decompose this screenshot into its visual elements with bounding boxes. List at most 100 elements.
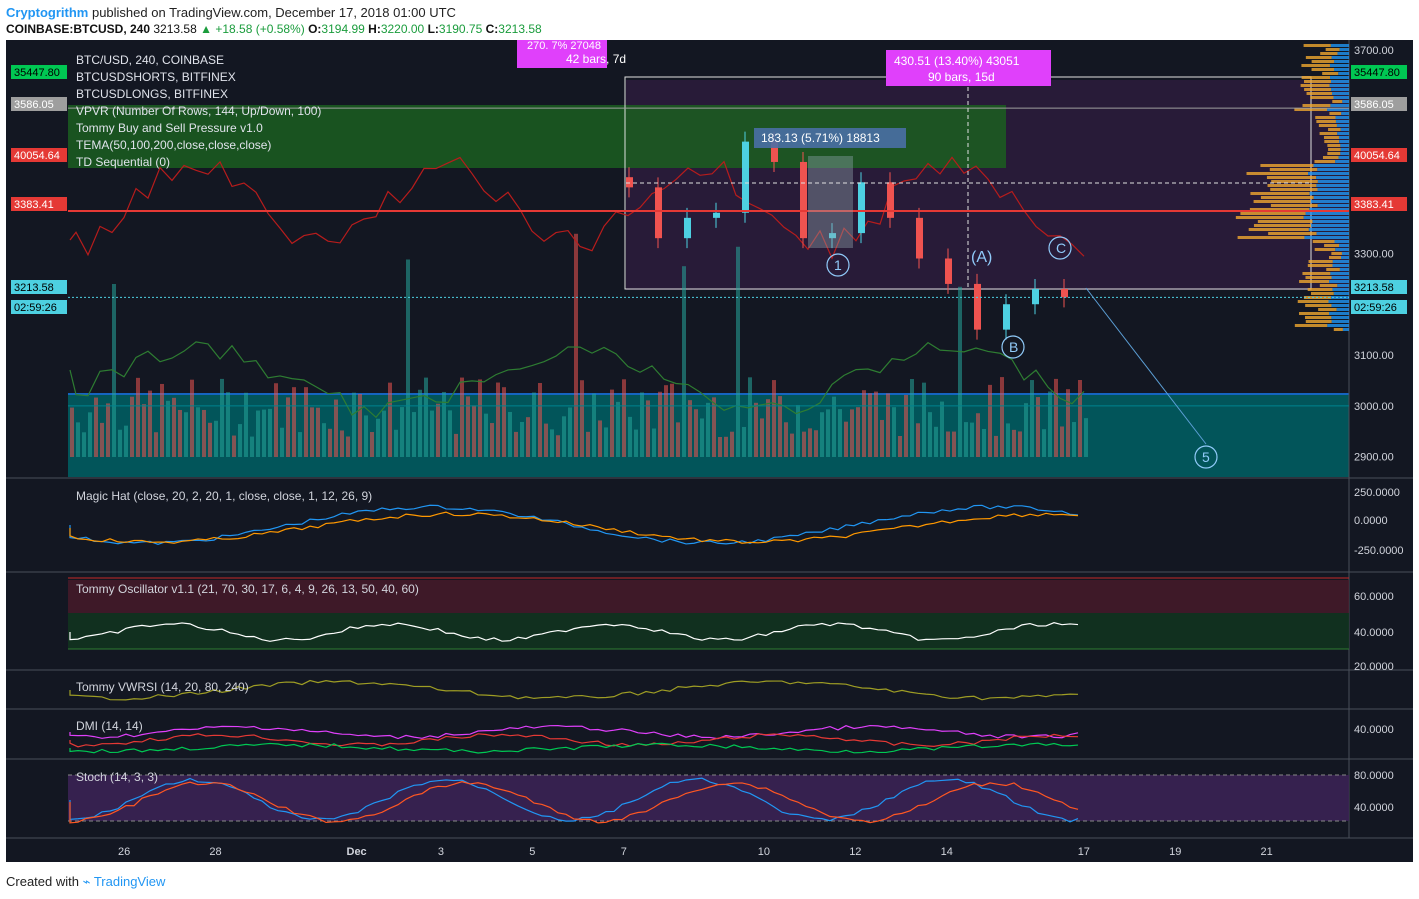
profile-bar	[1310, 96, 1334, 99]
legend-item: TD Sequential (0)	[76, 155, 170, 169]
wave-b-circle	[1001, 335, 1025, 359]
volume-bar	[136, 377, 140, 457]
volume-bar	[670, 383, 674, 457]
volume-bar	[844, 421, 848, 457]
profile-bar	[1318, 124, 1337, 127]
profile-bar	[1309, 208, 1349, 211]
volume-bar	[898, 435, 902, 457]
volume-bar	[1024, 403, 1028, 457]
author-link[interactable]: Cryptogrithm	[6, 5, 89, 20]
volume-bar	[586, 431, 590, 457]
volume-bar	[658, 391, 662, 457]
volume-bar	[574, 233, 578, 457]
volume-bar	[304, 387, 308, 457]
price-label: 3213.58	[1354, 282, 1394, 294]
volume-bar	[406, 259, 410, 457]
profile-bar	[1235, 216, 1304, 219]
volume-bar	[460, 377, 464, 457]
y-tick-label: 3300.00	[1354, 248, 1394, 260]
profile-bar	[1320, 52, 1338, 55]
price-label-bg	[1351, 280, 1407, 294]
volume-bar	[88, 412, 92, 457]
footer-created: Created with	[6, 874, 79, 889]
profile-bar	[1299, 280, 1330, 283]
volume-bar	[370, 432, 374, 457]
profile-bar	[1330, 104, 1349, 107]
profile-bar	[1294, 324, 1328, 327]
profile-bar	[1303, 216, 1349, 219]
volume-bar	[298, 432, 302, 457]
volume-bar	[538, 382, 542, 457]
x-tick-label: 5	[529, 846, 535, 858]
volume-bar	[904, 394, 908, 457]
tommy-osc-tick: 40.0000	[1354, 627, 1394, 639]
volume-bar	[880, 419, 884, 457]
volume-bar	[160, 383, 164, 457]
volume-bar	[652, 428, 656, 457]
profile-bar	[1327, 152, 1341, 155]
volume-bar	[742, 426, 746, 457]
wave-a: (A)	[971, 249, 992, 266]
volume-bar	[910, 379, 914, 457]
dmi-plus	[69, 724, 1079, 740]
profile-bar	[1303, 80, 1331, 83]
volume-bar	[442, 391, 446, 457]
volume-bar	[178, 409, 182, 457]
profile-bar	[1316, 176, 1349, 179]
footer-brand[interactable]: TradingView	[93, 874, 166, 889]
volume-bar	[940, 401, 944, 457]
profile-bar	[1339, 268, 1349, 271]
profile-bar	[1253, 224, 1311, 227]
volume-bar	[352, 392, 356, 457]
wave-5: 5	[1202, 449, 1210, 465]
open-value: 3194.99	[321, 22, 365, 36]
volume-bar	[766, 399, 770, 457]
volume-bar	[376, 418, 380, 457]
volume-bar	[520, 421, 524, 457]
x-tick-label: 12	[849, 846, 861, 858]
volume-bar	[502, 387, 506, 457]
chart-area[interactable]: Magic Hat (close, 20, 2, 20, 1, close, c…	[6, 40, 1413, 862]
box-label-partial: 270. 7% 27048	[527, 40, 601, 52]
volume-bar	[142, 404, 146, 457]
price-label-left-bg	[11, 300, 67, 314]
profile-bar	[1302, 272, 1331, 275]
profile-bar	[1260, 196, 1314, 199]
legend-item: Tommy Buy and Sell Pressure v1.0	[76, 121, 263, 135]
candle-body	[771, 141, 778, 162]
volume-bar	[496, 382, 500, 457]
volume-bar	[454, 433, 458, 457]
profile-bar	[1297, 300, 1329, 303]
price-label-bg	[1351, 148, 1407, 162]
tommy-osc-tick: 60.0000	[1354, 591, 1394, 603]
volume-bar	[148, 390, 152, 457]
volume-bar	[808, 428, 812, 457]
volume-bar	[784, 422, 788, 457]
profile-bar	[1330, 44, 1349, 47]
volume-bar	[838, 409, 842, 457]
profile-bar	[1342, 100, 1349, 103]
profile-bar	[1338, 72, 1349, 75]
publish-info: published on TradingView.com, December 1…	[91, 5, 456, 20]
volume-bar	[250, 436, 254, 457]
volume-bar	[1012, 429, 1016, 457]
profile-bar	[1342, 328, 1349, 331]
low-value: 3190.75	[438, 22, 483, 36]
profile-bar	[1332, 264, 1349, 267]
profile-bar	[1311, 60, 1335, 63]
x-tick-label: 21	[1261, 846, 1273, 858]
profile-bar	[1328, 148, 1341, 151]
profile-bar	[1305, 276, 1332, 279]
volume-bar	[328, 428, 332, 457]
legend-item: BTCUSDLONGS, BITFINEX	[76, 87, 228, 101]
profile-bar	[1315, 116, 1336, 119]
wave-c-circle	[1048, 236, 1072, 260]
profile-bar	[1314, 160, 1336, 163]
volume-bar	[472, 405, 476, 457]
profile-bar	[1341, 112, 1349, 115]
candle-body	[945, 258, 952, 284]
candle-body	[655, 187, 662, 239]
price-label-left: 35447.80	[14, 67, 60, 79]
legend-item: VPVR (Number Of Rows, 144, Up/Down, 100)	[76, 104, 321, 118]
